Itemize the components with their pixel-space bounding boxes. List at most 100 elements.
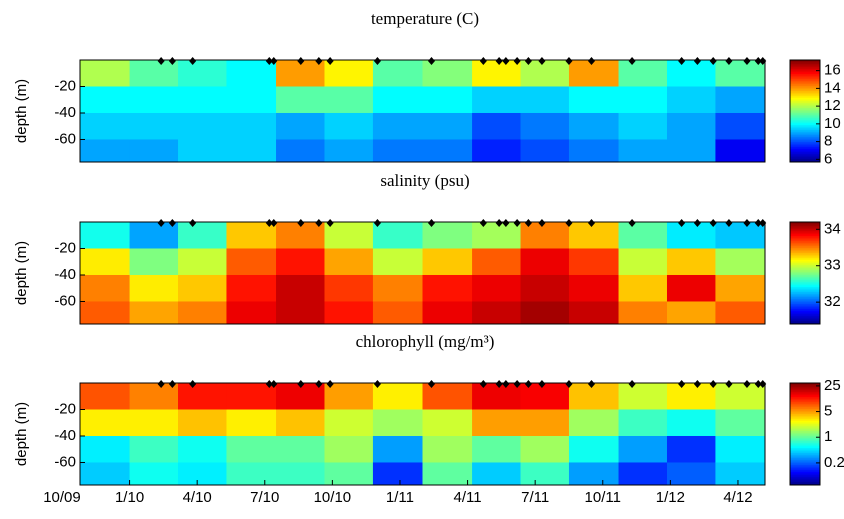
colorbar-step [790, 284, 820, 287]
field-cell [372, 86, 423, 114]
sample-marker [297, 57, 305, 65]
field-cell [422, 112, 473, 140]
sample-marker [373, 219, 381, 227]
colorbar-step [790, 469, 820, 472]
sample-marker [326, 57, 334, 65]
field-cell [226, 222, 277, 249]
colorbar-step [790, 420, 820, 423]
sample-marker [759, 57, 767, 65]
field-cell [715, 60, 765, 87]
field-cell [226, 60, 277, 87]
colorbar-step [790, 451, 820, 454]
field-cell [618, 462, 668, 485]
field-cell [80, 274, 131, 302]
field-cell [372, 112, 423, 140]
field [80, 222, 765, 324]
field-cell [666, 139, 716, 162]
field-cell [178, 301, 227, 324]
field-cell [472, 274, 522, 302]
colorbar-tick-label: 10 [824, 115, 841, 132]
colorbar-step [790, 286, 820, 289]
sample-marker [265, 380, 273, 388]
colorbar-step [790, 239, 820, 242]
sample-marker [315, 219, 323, 227]
colorbar-step [790, 391, 820, 394]
sample-marker [502, 380, 510, 388]
colorbar-step [790, 240, 820, 243]
sample-marker [428, 57, 436, 65]
sample-marker [754, 57, 762, 65]
colorbar-step [790, 466, 820, 469]
colorbar-step [790, 312, 820, 315]
colorbar-step [790, 274, 820, 277]
plot-frame [79, 59, 766, 163]
field-cell [324, 383, 374, 410]
colorbar-tick-label: 8 [824, 133, 832, 150]
colorbar-step [790, 442, 820, 445]
x-tick-label: 10/11 [585, 489, 621, 506]
sample-marker [315, 380, 323, 388]
colorbar-step [790, 393, 820, 396]
x-tick-label: 4/10 [183, 489, 212, 506]
colorbar-step [790, 92, 820, 95]
colorbar-step [790, 134, 820, 137]
x-tick-label: 4/11 [454, 489, 482, 506]
colorbar-step [790, 95, 820, 98]
sample-marker [524, 380, 532, 388]
field-cell [178, 409, 227, 437]
colorbar-step [790, 232, 820, 235]
field-cell [568, 86, 620, 114]
colorbar-step [790, 422, 820, 425]
sample-marker [743, 380, 751, 388]
sample-marker [587, 219, 595, 227]
field-cell [520, 301, 570, 324]
colorbar-step [790, 80, 820, 83]
sample-marker [265, 57, 273, 65]
field-cell [618, 301, 668, 324]
colorbar-step [790, 66, 820, 69]
field-cell [178, 86, 227, 114]
colorbar-step [790, 222, 820, 225]
sample-marker [479, 380, 487, 388]
field-cell [80, 409, 131, 437]
field-cell [618, 383, 668, 410]
colorbar-step [790, 293, 820, 296]
colorbar-step [790, 310, 820, 313]
colorbar-step [790, 434, 820, 437]
sample-marker [628, 219, 636, 227]
field-cell [276, 435, 325, 463]
sample-marker [743, 57, 751, 65]
colorbar-step [790, 143, 820, 146]
colorbar-step [790, 447, 820, 450]
field-cell [568, 462, 620, 485]
field-cell [520, 139, 570, 162]
colorbar-step [790, 318, 820, 321]
sample-marker [565, 57, 573, 65]
field-cell [80, 462, 131, 485]
colorbar-step [790, 468, 820, 471]
colorbar-tick-label: 1 [824, 428, 832, 445]
colorbar-step [790, 281, 820, 284]
colorbar-step [790, 141, 820, 144]
sample-marker [189, 380, 197, 388]
colorbar-step [790, 244, 820, 247]
colorbar-step [790, 413, 820, 416]
colorbar-step [790, 396, 820, 399]
field-cell [324, 60, 374, 87]
field-cell [372, 274, 423, 302]
colorbar-step [790, 85, 820, 88]
colorbar-step [790, 445, 820, 448]
field-cell [276, 409, 325, 437]
sample-marker [678, 57, 686, 65]
field-cell [422, 139, 473, 162]
colorbar-step [790, 257, 820, 260]
field-cell [715, 86, 765, 114]
colorbar-step [790, 398, 820, 401]
sample-marker [587, 57, 595, 65]
sample-marker [524, 219, 532, 227]
colorbar-step [790, 411, 820, 414]
field-cell [618, 409, 668, 437]
field-cell [226, 248, 277, 276]
field-cell [472, 139, 522, 162]
